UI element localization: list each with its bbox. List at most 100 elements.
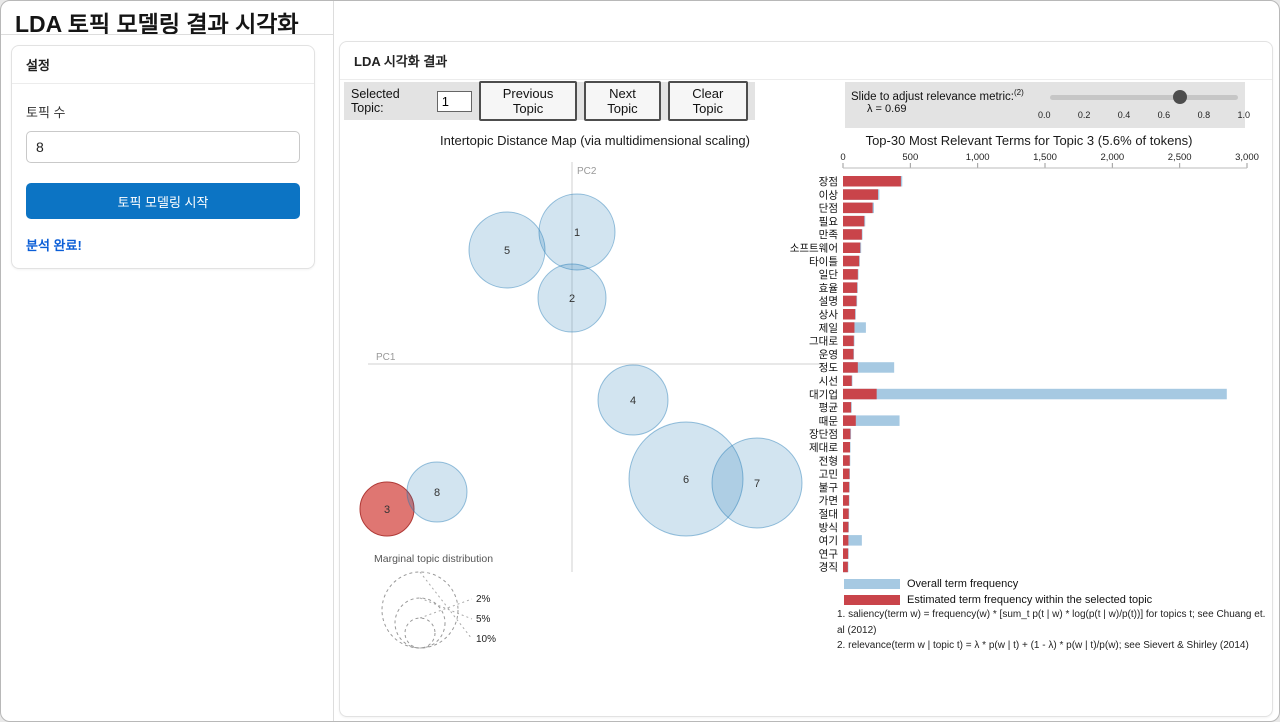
topic-bar-때문[interactable] (843, 415, 856, 426)
result-panel: LDA 시각화 결과 Selected Topic: Previous Topi… (339, 41, 1273, 717)
clear-topic-button[interactable]: Clear Topic (667, 81, 748, 121)
chart-text: 효율 (819, 282, 839, 294)
previous-topic-button[interactable]: Previous Topic (478, 81, 578, 121)
chart-text: 5 (504, 245, 510, 257)
chart-text: 단점 (819, 203, 838, 215)
selected-topic-input[interactable] (436, 90, 472, 112)
chart-text: 정도 (819, 362, 839, 374)
result-header: LDA 시각화 결과 (340, 42, 1272, 80)
topic-bubble-8[interactable] (406, 461, 468, 523)
topic-bubble-7[interactable] (711, 437, 803, 529)
chart-text: Marginal topic distribution (374, 553, 493, 565)
slider-tick-label: 0.6 (1157, 110, 1171, 120)
topic-bar-상사[interactable] (843, 309, 856, 320)
topic-bar-일단[interactable] (843, 269, 858, 280)
topic-bar-이상[interactable] (843, 189, 879, 200)
overall-bar-정도[interactable] (843, 362, 895, 373)
topic-bar-운영[interactable] (843, 348, 854, 360)
topic-frequency-label: Estimated term frequency within the sele… (907, 594, 1153, 606)
topic-bar-만족[interactable] (843, 229, 862, 240)
relevance-metric-label: Slide to adjust relevance metric:(2) (851, 88, 1024, 103)
run-modeling-button[interactable]: 토픽 모델링 시작 (26, 183, 300, 219)
topic-bar-경직[interactable] (843, 561, 848, 573)
frequency-legend: Overall term frequency Estimated term fr… (844, 578, 1152, 610)
topic-bar-필요[interactable] (843, 215, 865, 227)
chart-text: 상사 (819, 309, 839, 321)
intertopic-distance-map: PC2 PC1 1 2 3 4 5 6 7 8 Marginal topic distributio… (359, 162, 822, 649)
topic-count-input[interactable] (26, 131, 300, 163)
chart-text: 대기업 (809, 388, 838, 401)
chart-text: 5% (476, 614, 491, 625)
chart-text: 방식 (819, 522, 838, 534)
topic-bubble-1[interactable] (538, 193, 616, 271)
chart-text: 3 (384, 504, 390, 516)
topic-bar-연구[interactable] (843, 548, 849, 559)
topic-bar-제일[interactable] (843, 322, 855, 333)
chart-text: 장점 (819, 176, 838, 188)
topic-bar-대기업[interactable] (843, 388, 877, 400)
chart-text: 필요 (819, 216, 839, 228)
chart-text: 제일 (819, 321, 838, 334)
chart-text: 그대로 (809, 336, 838, 348)
topic-bar-효율[interactable] (843, 282, 858, 293)
topic-bar-장점[interactable] (843, 176, 901, 187)
topic-bar-불구[interactable] (843, 481, 850, 493)
chart-text: 불구 (819, 482, 839, 494)
lambda-value: λ = 0.69 (867, 103, 907, 115)
topic-bar-단점[interactable] (843, 202, 873, 214)
selected-topic-label: Selected Topic: (351, 87, 400, 115)
chart-text: 고민 (819, 469, 838, 481)
sidebar-divider (333, 1, 334, 721)
overall-bar-여기[interactable] (843, 535, 862, 546)
chart-shape (381, 571, 459, 649)
topic-bar-전형[interactable] (843, 455, 850, 466)
topic-bubble-3[interactable] (359, 481, 415, 537)
legend-overall-row: Overall term frequency (844, 578, 1152, 590)
topic-controls-bar: Selected Topic: Previous Topic Next Topi… (344, 81, 755, 121)
topic-bar-소프트웨어[interactable] (843, 242, 861, 254)
slider-tick-label: 1.0 (1237, 110, 1250, 120)
chart-shape (394, 597, 446, 649)
chart-shape (419, 597, 473, 620)
chart-text: 시선 (819, 376, 838, 388)
chart-text: 500 (902, 152, 918, 163)
chart-text: 만족 (819, 229, 839, 241)
topic-bar-여기[interactable] (843, 535, 849, 546)
topic-bubble-4[interactable] (597, 364, 669, 436)
chart-text: 2,500 (1168, 152, 1192, 163)
relevant-terms-chart: 0 500 1,000 1,500 2,000 2,500 3,000 장점이상단점필요만족소… (790, 152, 1259, 574)
slider-handle[interactable] (1172, 90, 1187, 104)
topic-bar-고민[interactable] (843, 468, 850, 480)
topic-bar-정도[interactable] (843, 362, 858, 373)
analysis-complete-link[interactable]: 분석 완료! (26, 238, 82, 253)
topic-bubble-5[interactable] (468, 211, 546, 289)
topic-bar-설명[interactable] (843, 295, 857, 307)
topic-bar-방식[interactable] (843, 521, 849, 533)
settings-panel: 설정 토픽 수 토픽 모델링 시작 분석 완료! (11, 45, 315, 269)
next-topic-button[interactable]: Next Topic (584, 81, 661, 121)
topic-bar-타이틀[interactable] (843, 255, 860, 267)
chart-text: PC1 (376, 352, 396, 363)
chart-text: 10% (476, 634, 496, 645)
chart-text: 8 (434, 487, 440, 499)
overall-bar-대기업[interactable] (843, 388, 1227, 400)
topic-bubble-6[interactable] (628, 421, 744, 537)
chart-text: 경직 (819, 561, 838, 574)
topic-bar-장단점[interactable] (843, 428, 851, 440)
topic-bar-가면[interactable] (843, 495, 849, 506)
chart-text: 여기 (819, 535, 838, 547)
topic-bar-시선[interactable] (843, 375, 852, 387)
topic-bubble-2[interactable] (537, 263, 607, 333)
topic-bar-제대로[interactable] (843, 442, 851, 453)
overall-bar-때문[interactable] (843, 415, 900, 426)
slider-tick-label: 0.4 (1117, 110, 1131, 120)
sidebar-title-divider (1, 34, 333, 35)
chart-text: 일단 (819, 268, 839, 281)
topic-bar-절대[interactable] (843, 508, 849, 520)
chart-text: 소프트웨어 (790, 243, 838, 255)
topic-bar-평균[interactable] (843, 402, 852, 413)
topic-bar-그대로[interactable] (843, 335, 854, 347)
relevance-slider-track[interactable] (1050, 90, 1238, 104)
chart-text: 1 (574, 227, 580, 239)
